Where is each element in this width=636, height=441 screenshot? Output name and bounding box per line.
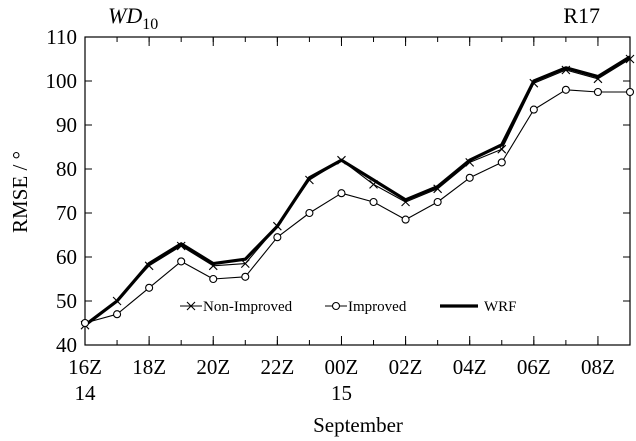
improved-point	[241, 272, 250, 281]
y-tick-label: 40	[56, 333, 77, 357]
chart-title-main: WD	[108, 3, 142, 28]
series-line-non-improved	[84, 58, 631, 326]
non-improved-point	[401, 197, 410, 207]
series-layer	[80, 54, 635, 330]
x-axis-label: September	[313, 413, 403, 437]
improved-point	[529, 105, 538, 114]
x-tick-label: 18Z	[132, 355, 166, 379]
x-tick-label: 20Z	[196, 355, 230, 379]
x-tick-sublabel: 14	[75, 381, 97, 405]
improved-point	[497, 158, 506, 167]
y-tick-label: 110	[46, 25, 77, 49]
improved-point	[465, 173, 474, 182]
improved-point	[593, 87, 602, 97]
non-improved-point	[593, 74, 603, 84]
legend: Non-Improved Improved WRF	[180, 299, 517, 315]
non-improved-point	[337, 155, 346, 165]
non-improved-point	[240, 259, 250, 268]
improved-point	[273, 233, 282, 242]
legend-label: Improved	[348, 299, 407, 315]
non-improved-point	[305, 175, 314, 185]
x-tick-label: 04Z	[453, 355, 487, 379]
x-tick-label: 16Z	[68, 355, 102, 379]
y-tick-label: 90	[56, 113, 77, 137]
non-improved-point	[144, 261, 154, 271]
x-tick-label: 06Z	[517, 355, 551, 379]
non-improved-point	[497, 144, 507, 154]
x-tick-label: 08Z	[581, 355, 615, 379]
non-improved-point	[433, 184, 443, 194]
series-non-improved	[80, 54, 635, 330]
chart-title-subscript: 10	[142, 16, 158, 33]
x-tick-label: 22Z	[260, 355, 294, 379]
legend-item-improved: Improved	[325, 299, 407, 315]
improved-point	[401, 215, 410, 224]
legend-item-wrf: WRF	[440, 299, 517, 315]
series-line-wrf	[84, 55, 631, 327]
non-improved-point	[625, 54, 635, 64]
y-tick-label: 100	[46, 69, 78, 93]
non-improved-point	[208, 261, 218, 271]
improved-point	[305, 208, 314, 218]
improved-point	[337, 189, 346, 198]
series-improved	[80, 85, 635, 328]
y-tick-label: 70	[56, 201, 77, 225]
non-improved-point	[369, 180, 378, 189]
x-tick-label: 02Z	[389, 355, 423, 379]
legend-improved-point	[331, 301, 341, 311]
non-improved-point	[561, 65, 571, 75]
non-improved-point	[112, 296, 122, 306]
x-tick-sublabel: 15	[331, 381, 352, 405]
y-tick-label: 80	[56, 157, 77, 181]
non-improved-point	[272, 221, 282, 231]
improved-point	[145, 283, 154, 292]
y-axis-label: RMSE / °	[8, 151, 32, 233]
improved-point	[113, 310, 122, 319]
panel-label: R17	[563, 3, 600, 28]
x-tick-label: 00Z	[325, 355, 359, 379]
legend-label: WRF	[484, 299, 517, 315]
improved-point	[625, 87, 635, 97]
improved-point	[80, 318, 90, 328]
plot-frame	[84, 36, 631, 346]
series-line-improved	[84, 89, 630, 324]
non-improved-point	[529, 78, 539, 88]
improved-point	[177, 257, 186, 266]
chart-title: WD10	[108, 3, 158, 33]
y-tick-label: 50	[56, 289, 77, 313]
non-improved-point	[465, 158, 475, 167]
improved-point	[561, 85, 570, 94]
improved-point	[369, 197, 378, 207]
legend-non-improved-point	[186, 301, 196, 311]
non-improved-point	[176, 241, 186, 251]
series-wrf	[84, 55, 631, 327]
y-tick-label: 60	[56, 245, 77, 269]
improved-point	[433, 197, 442, 207]
legend-label: Non-Improved	[203, 299, 293, 315]
legend-item-non-improved: Non-Improved	[180, 299, 293, 315]
improved-point	[209, 274, 218, 284]
